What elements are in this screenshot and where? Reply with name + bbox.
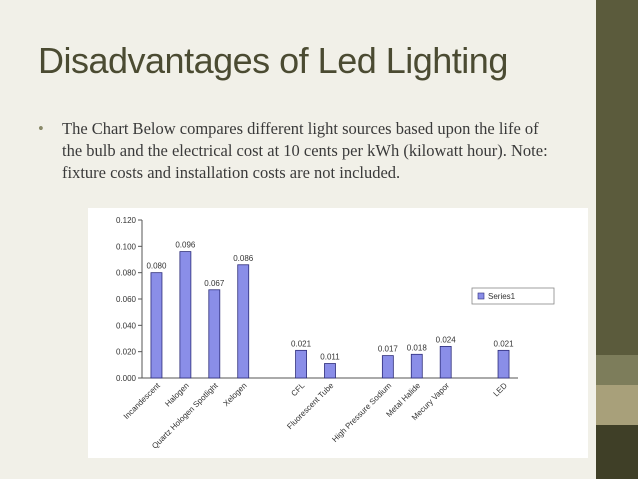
y-tick-label: 0.120 [116, 216, 137, 225]
data-label: 0.067 [204, 279, 225, 288]
sidebar-band [596, 425, 638, 479]
bullet-dot: • [38, 119, 44, 138]
legend-box [471, 287, 555, 305]
y-tick-label: 0.100 [116, 242, 137, 251]
y-tick-label: 0.080 [116, 269, 137, 278]
data-label: 0.017 [378, 345, 399, 354]
data-label: 0.011 [320, 353, 340, 362]
data-label: 0.096 [175, 241, 196, 250]
y-tick-label: 0.000 [116, 374, 137, 383]
sidebar-band [596, 385, 638, 425]
y-tick-label: 0.060 [116, 295, 137, 304]
legend-label: Series1 [488, 292, 516, 301]
chart-background [88, 208, 588, 458]
bar [497, 349, 510, 379]
bar [179, 251, 192, 379]
bullet-item: • The Chart Below compares different lig… [38, 118, 558, 184]
data-label: 0.021 [291, 339, 312, 348]
chart-svg: 0.000 0.020 0.040 0.060 0.080 0.100 0.120 0.080… [88, 208, 588, 458]
y-tick-label: 0.020 [116, 348, 137, 357]
data-label: 0.021 [494, 339, 515, 348]
data-label: 0.024 [436, 335, 457, 344]
decorative-sidebar [596, 0, 638, 479]
sidebar-band [596, 355, 638, 385]
bar [439, 345, 452, 379]
data-label: 0.086 [233, 254, 254, 263]
bar [150, 272, 163, 379]
data-label: 0.018 [407, 343, 428, 352]
bar-chart: 0.000 0.020 0.040 0.060 0.080 0.100 0.120 0.080… [88, 208, 588, 458]
bar [295, 349, 307, 379]
sidebar-band [596, 0, 638, 355]
bar [208, 289, 221, 379]
bullet-text: The Chart Below compares different light… [62, 119, 548, 182]
bar [237, 264, 250, 379]
bar [381, 355, 394, 379]
bar [410, 353, 423, 379]
y-tick-label: 0.040 [116, 321, 137, 330]
data-label: 0.080 [146, 262, 167, 271]
slide-title: Disadvantages of Led Lighting [38, 40, 508, 81]
legend-swatch [477, 292, 485, 300]
bar [324, 363, 336, 379]
